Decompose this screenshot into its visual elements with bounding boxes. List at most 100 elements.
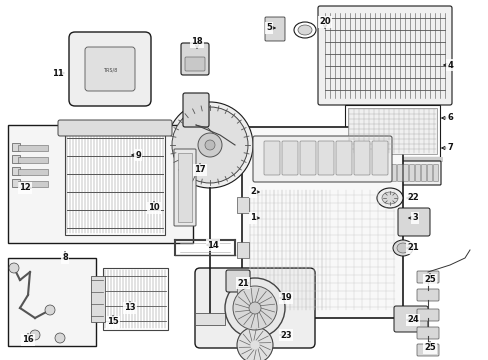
FancyBboxPatch shape bbox=[264, 141, 280, 175]
Circle shape bbox=[224, 278, 285, 338]
FancyBboxPatch shape bbox=[416, 271, 438, 283]
Bar bbox=[18, 157, 48, 163]
Text: 20: 20 bbox=[319, 18, 330, 27]
Bar bbox=[12, 167, 20, 175]
Ellipse shape bbox=[293, 22, 315, 38]
Text: 15: 15 bbox=[107, 318, 119, 327]
FancyBboxPatch shape bbox=[69, 32, 151, 106]
Text: 24: 24 bbox=[407, 315, 418, 324]
Bar bbox=[12, 143, 20, 151]
Text: 18: 18 bbox=[191, 37, 203, 46]
Text: 9: 9 bbox=[135, 150, 141, 159]
Ellipse shape bbox=[381, 192, 397, 204]
FancyBboxPatch shape bbox=[335, 141, 351, 175]
FancyBboxPatch shape bbox=[349, 165, 354, 181]
Bar bbox=[347, 108, 436, 154]
Text: 19: 19 bbox=[280, 293, 291, 302]
Text: TRS/8: TRS/8 bbox=[102, 68, 117, 72]
FancyBboxPatch shape bbox=[371, 141, 387, 175]
Text: 21: 21 bbox=[237, 279, 248, 288]
Circle shape bbox=[232, 286, 276, 330]
Text: 23: 23 bbox=[280, 330, 291, 339]
FancyBboxPatch shape bbox=[299, 141, 315, 175]
Bar bbox=[8, 258, 96, 346]
Text: 1: 1 bbox=[249, 213, 255, 222]
Circle shape bbox=[55, 333, 65, 343]
FancyBboxPatch shape bbox=[415, 165, 420, 181]
FancyBboxPatch shape bbox=[397, 208, 429, 236]
FancyBboxPatch shape bbox=[181, 43, 208, 75]
FancyBboxPatch shape bbox=[282, 141, 297, 175]
Bar bbox=[91, 276, 105, 322]
Text: 14: 14 bbox=[207, 240, 219, 249]
Text: 22: 22 bbox=[407, 194, 418, 202]
Bar bbox=[237, 242, 248, 258]
FancyBboxPatch shape bbox=[416, 344, 438, 356]
FancyBboxPatch shape bbox=[184, 57, 204, 71]
Text: 21: 21 bbox=[407, 243, 418, 252]
FancyBboxPatch shape bbox=[264, 17, 285, 41]
Bar bbox=[18, 169, 48, 175]
FancyBboxPatch shape bbox=[397, 165, 402, 181]
FancyBboxPatch shape bbox=[355, 165, 360, 181]
Ellipse shape bbox=[376, 188, 402, 208]
Bar bbox=[237, 287, 248, 303]
Bar bbox=[65, 130, 164, 235]
Bar bbox=[195, 313, 224, 325]
Text: 3: 3 bbox=[411, 213, 417, 222]
FancyBboxPatch shape bbox=[416, 327, 438, 339]
FancyBboxPatch shape bbox=[317, 6, 451, 105]
Bar bbox=[18, 181, 48, 187]
Circle shape bbox=[172, 107, 247, 183]
Bar bbox=[237, 197, 248, 213]
Text: 16: 16 bbox=[22, 336, 34, 345]
Text: 5: 5 bbox=[265, 23, 271, 32]
Text: 7: 7 bbox=[446, 144, 452, 153]
Ellipse shape bbox=[396, 243, 408, 253]
Bar bbox=[12, 179, 20, 187]
FancyBboxPatch shape bbox=[421, 165, 426, 181]
FancyBboxPatch shape bbox=[433, 165, 438, 181]
Bar bbox=[8, 125, 193, 243]
FancyBboxPatch shape bbox=[427, 165, 431, 181]
Text: 12: 12 bbox=[19, 184, 31, 193]
FancyBboxPatch shape bbox=[317, 141, 333, 175]
FancyBboxPatch shape bbox=[393, 306, 427, 332]
Bar bbox=[18, 145, 48, 151]
Circle shape bbox=[237, 327, 272, 360]
FancyBboxPatch shape bbox=[252, 136, 391, 182]
FancyBboxPatch shape bbox=[416, 309, 438, 321]
Text: 25: 25 bbox=[423, 343, 435, 352]
Text: 6: 6 bbox=[446, 113, 452, 122]
FancyBboxPatch shape bbox=[58, 120, 172, 136]
FancyBboxPatch shape bbox=[385, 165, 390, 181]
Circle shape bbox=[45, 305, 55, 315]
Bar bbox=[12, 155, 20, 163]
Circle shape bbox=[167, 102, 252, 188]
FancyBboxPatch shape bbox=[416, 289, 438, 301]
FancyBboxPatch shape bbox=[183, 93, 208, 127]
FancyBboxPatch shape bbox=[195, 268, 314, 348]
Text: 25: 25 bbox=[423, 275, 435, 284]
FancyBboxPatch shape bbox=[379, 165, 384, 181]
Text: 2: 2 bbox=[249, 188, 255, 197]
Circle shape bbox=[198, 133, 222, 157]
Circle shape bbox=[30, 330, 40, 340]
FancyBboxPatch shape bbox=[225, 270, 249, 292]
Ellipse shape bbox=[297, 25, 311, 35]
FancyBboxPatch shape bbox=[85, 47, 135, 91]
Text: 10: 10 bbox=[148, 203, 160, 212]
FancyBboxPatch shape bbox=[174, 149, 196, 226]
FancyBboxPatch shape bbox=[361, 165, 366, 181]
FancyBboxPatch shape bbox=[367, 165, 372, 181]
Text: 4: 4 bbox=[446, 60, 452, 69]
Text: 8: 8 bbox=[62, 253, 68, 262]
Ellipse shape bbox=[392, 240, 412, 256]
Circle shape bbox=[204, 140, 215, 150]
Text: 13: 13 bbox=[124, 303, 136, 312]
FancyBboxPatch shape bbox=[343, 161, 440, 185]
Text: 17: 17 bbox=[194, 166, 205, 175]
Bar bbox=[345, 105, 439, 157]
Circle shape bbox=[248, 302, 261, 314]
FancyBboxPatch shape bbox=[403, 165, 407, 181]
